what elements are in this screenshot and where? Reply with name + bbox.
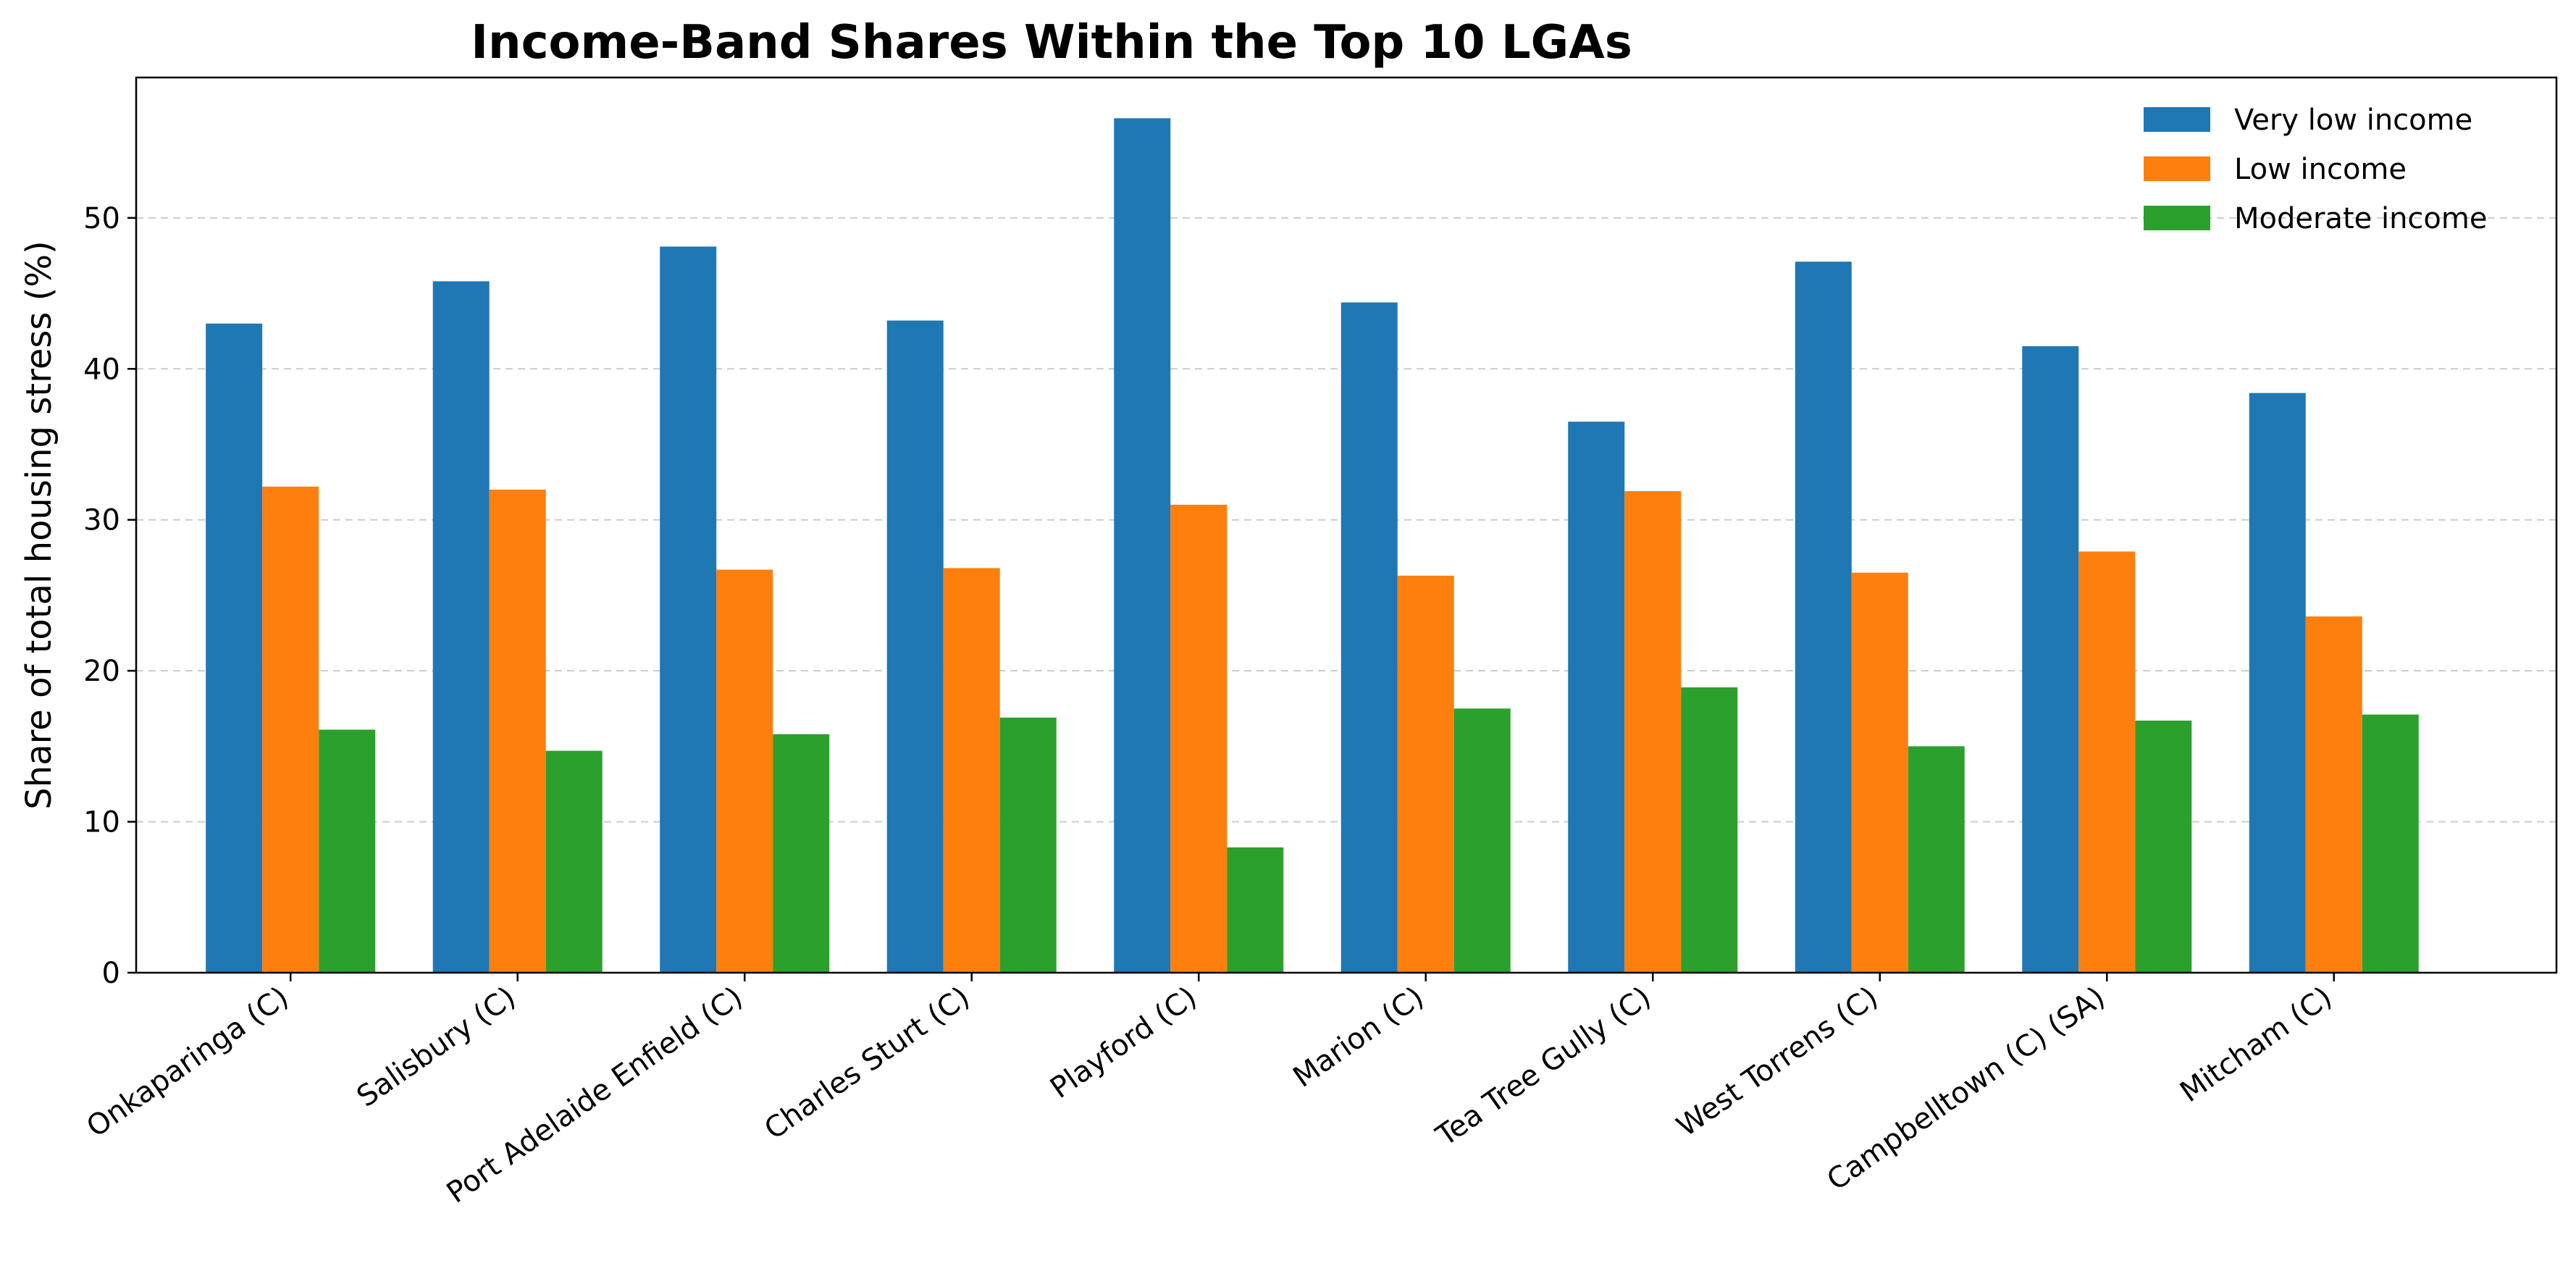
bar-moderate-income bbox=[545, 750, 603, 973]
bar-very-low-income bbox=[886, 320, 944, 973]
legend-swatch bbox=[2144, 206, 2210, 230]
chart-title: Income-Band Shares Within the Top 10 LGA… bbox=[471, 16, 1632, 70]
bar-moderate-income bbox=[773, 734, 830, 973]
legend-label: Very low income bbox=[2234, 104, 2472, 137]
bar-moderate-income bbox=[1227, 847, 1284, 973]
bar-very-low-income bbox=[660, 246, 717, 973]
y-axis: 0 10 20 30 40 50 bbox=[83, 202, 136, 990]
y-tick-label: 20 bbox=[83, 655, 120, 688]
plot-frame bbox=[135, 76, 2558, 974]
bar-very-low-income bbox=[432, 281, 490, 973]
bar-very-low-income bbox=[2022, 346, 2079, 973]
bar-low-income bbox=[2078, 551, 2136, 973]
bar-low-income bbox=[1624, 491, 1682, 973]
bars bbox=[206, 118, 2419, 973]
legend-swatch bbox=[2144, 107, 2210, 132]
y-axis-label: Share of total housing stress (%) bbox=[19, 240, 59, 809]
legend-label: Low income bbox=[2234, 153, 2407, 186]
bar-low-income bbox=[262, 486, 319, 973]
bar-moderate-income bbox=[999, 717, 1057, 973]
bar-low-income bbox=[489, 490, 546, 973]
bar-low-income bbox=[1397, 575, 1454, 973]
y-tick-label: 50 bbox=[83, 202, 120, 235]
bar-very-low-income bbox=[1341, 302, 1398, 973]
bar-very-low-income bbox=[1114, 118, 1171, 973]
bar-very-low-income bbox=[1568, 422, 1625, 973]
y-tick-label: 30 bbox=[83, 504, 120, 537]
bar-very-low-income bbox=[2249, 393, 2306, 973]
legend-label: Moderate income bbox=[2234, 202, 2487, 235]
bar-moderate-income bbox=[1681, 687, 1738, 973]
bar-low-income bbox=[943, 568, 1000, 973]
bar-low-income bbox=[1170, 504, 1228, 973]
bar-moderate-income bbox=[1453, 708, 1511, 973]
bar-moderate-income bbox=[2362, 714, 2419, 973]
y-tick-label: 40 bbox=[83, 353, 120, 386]
y-tick-label: 10 bbox=[83, 806, 120, 839]
bar-very-low-income bbox=[206, 323, 263, 973]
legend-swatch bbox=[2144, 156, 2210, 181]
bar-very-low-income bbox=[1795, 261, 1852, 973]
bar-moderate-income bbox=[319, 729, 376, 973]
legend: Very low income Low income Moderate income bbox=[2144, 104, 2487, 235]
bar-low-income bbox=[716, 569, 773, 973]
bar-moderate-income bbox=[1908, 746, 1965, 973]
y-tick-label: 0 bbox=[102, 957, 120, 990]
bar-low-income bbox=[1851, 572, 1908, 973]
bar-moderate-income bbox=[2135, 720, 2192, 973]
bar-low-income bbox=[2305, 616, 2362, 973]
